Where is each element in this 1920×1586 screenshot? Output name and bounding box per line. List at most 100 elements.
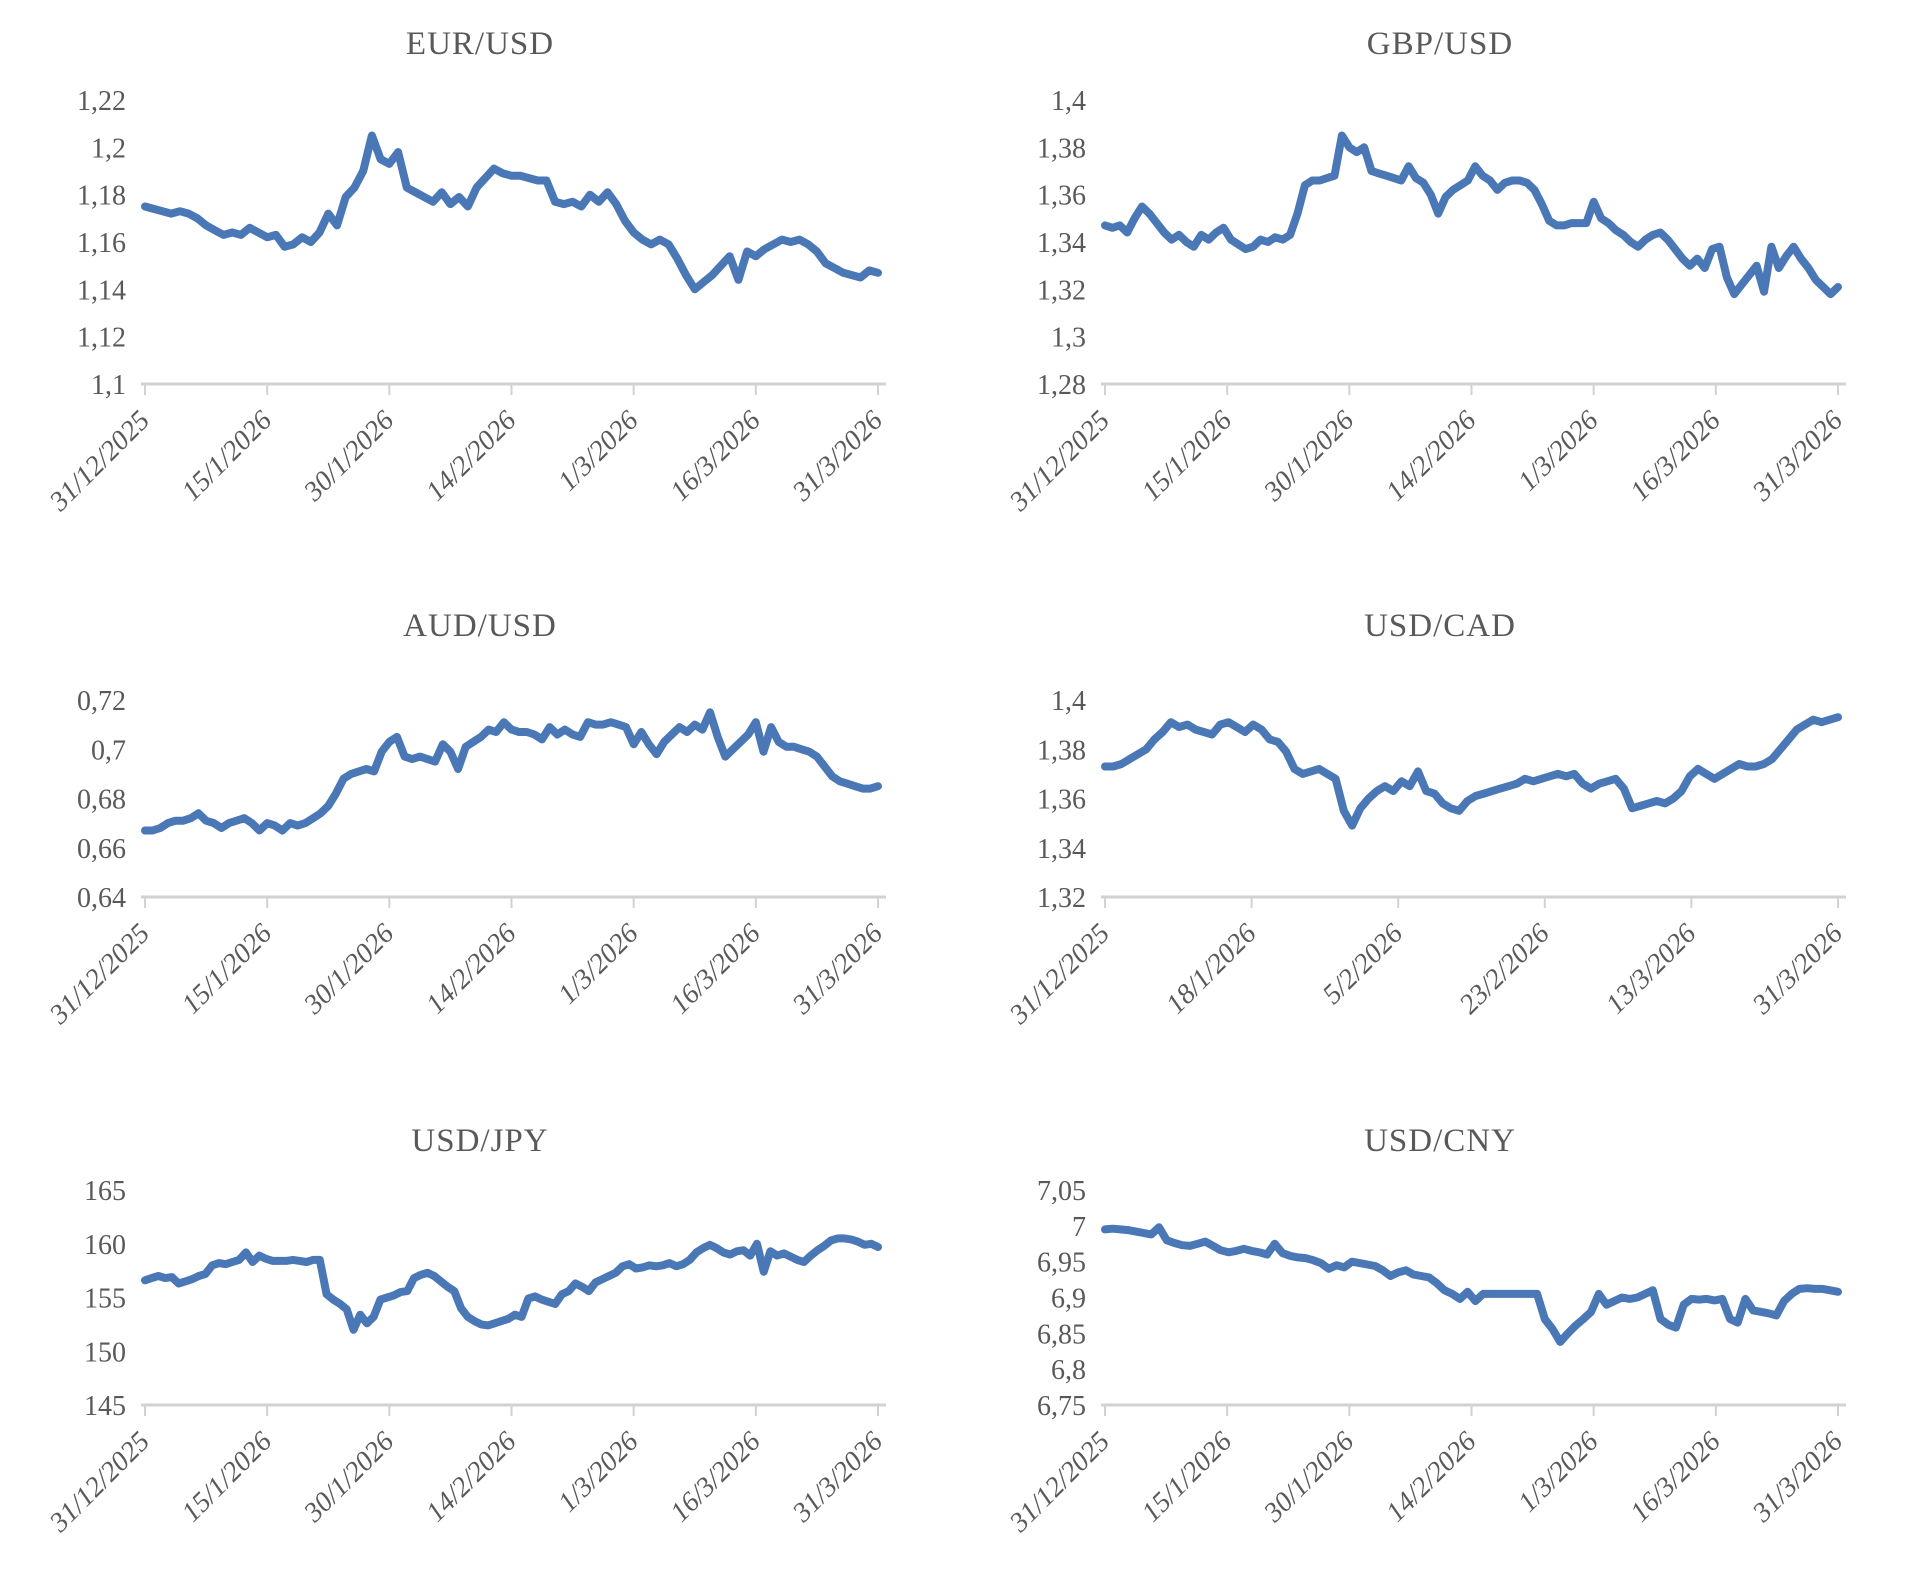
series-line bbox=[141, 1234, 882, 1334]
y-axis-tick-label: 1,34 bbox=[1037, 228, 1086, 259]
y-axis-tick-label: 1,34 bbox=[1037, 834, 1086, 865]
y-axis-tick-label: 1,14 bbox=[77, 275, 126, 306]
x-axis-tick-label: 30/1/2026 bbox=[297, 918, 400, 1021]
series-line bbox=[1101, 131, 1842, 299]
y-axis-tick-label: 6,8 bbox=[1051, 1355, 1086, 1386]
x-axis-tick-label: 16/3/2026 bbox=[1625, 405, 1727, 507]
chart-cell-usd-cny: USD/CNY 7,05 7 6,95 6,9 6,85 6,8 6,75 31/12/202… bbox=[960, 1057, 1920, 1586]
x-axis-tick-label: 30/1/2026 bbox=[297, 1426, 400, 1529]
chart-cell-gbp-usd: GBP/USD 1,4 1,38 1,36 1,34 1,32 1,3 1,28 31/12/… bbox=[960, 0, 1920, 529]
x-axis-tick-label: 31/3/2026 bbox=[786, 405, 889, 508]
x-axis-tick-label: 31/3/2026 bbox=[1746, 405, 1849, 508]
y-axis-tick-label: 150 bbox=[84, 1337, 126, 1368]
y-axis-tick-label: 0,72 bbox=[77, 686, 126, 717]
x-axis-tick-label: 16/3/2026 bbox=[665, 918, 767, 1020]
x-axis-tick-label: 15/1/2026 bbox=[176, 405, 278, 507]
y-axis-tick-label: 1,4 bbox=[1051, 686, 1086, 717]
y-axis-tick-label: 160 bbox=[84, 1230, 126, 1261]
y-axis-tick-label: 0,7 bbox=[91, 735, 126, 766]
x-axis-tick-label: 1/3/2026 bbox=[552, 918, 644, 1010]
chart-plot-usd-jpy: 165 160 155 150 145 31/12/2025 15/1/2026 30/1/2… bbox=[43, 1176, 889, 1539]
chart-cell-usd-cad: USD/CAD 1,4 1,38 1,36 1,34 1,32 31/12/2025 18/… bbox=[960, 529, 1920, 1058]
chart-cell-eur-usd: EUR/USD 1,22 1,2 1,18 1,16 1,14 1,12 1,1 31/12/… bbox=[0, 0, 960, 529]
y-axis-tick-label: 1,4 bbox=[1051, 86, 1086, 117]
x-axis-tick-label: 14/2/2026 bbox=[1380, 1426, 1482, 1528]
x-axis-tick-label: 1/3/2026 bbox=[1512, 1426, 1604, 1518]
x-axis-tick-label: 15/1/2026 bbox=[1136, 405, 1238, 507]
y-axis-tick-label: 1,32 bbox=[1037, 275, 1086, 306]
y-axis-tick-label: 1,18 bbox=[77, 181, 126, 212]
x-axis-tick-label: 1/3/2026 bbox=[552, 1426, 644, 1518]
x-axis-tick-label: 30/1/2026 bbox=[1257, 1426, 1360, 1529]
series-line bbox=[141, 708, 882, 835]
chart-title-aud-usd: AUD/USD bbox=[403, 608, 557, 644]
y-axis-tick-label: 0,64 bbox=[77, 883, 126, 914]
chart-title-gbp-usd: GBP/USD bbox=[1366, 26, 1514, 62]
series-line bbox=[1101, 713, 1842, 830]
y-axis-tick-label: 6,85 bbox=[1037, 1319, 1086, 1350]
series-line bbox=[141, 131, 882, 294]
y-axis-tick-label: 1,1 bbox=[91, 370, 126, 401]
x-axis-tick-label: 31/3/2026 bbox=[786, 918, 889, 1021]
y-axis-tick-label: 1,32 bbox=[1037, 883, 1086, 914]
series-line bbox=[1101, 1223, 1842, 1346]
y-axis-tick-label: 1,12 bbox=[77, 323, 126, 354]
x-axis-tick-label: 31/12/2025 bbox=[43, 1426, 156, 1539]
x-axis-tick-label: 16/3/2026 bbox=[665, 1426, 767, 1528]
x-axis-tick-label: 31/12/2025 bbox=[43, 918, 156, 1031]
x-axis-tick-label: 31/3/2026 bbox=[786, 1426, 889, 1529]
y-axis-tick-label: 0,66 bbox=[77, 834, 126, 865]
y-axis-tick-label: 7,05 bbox=[1037, 1176, 1086, 1207]
x-axis-tick-label: 31/3/2026 bbox=[1746, 918, 1849, 1021]
chart-cell-aud-usd: AUD/USD 0,72 0,7 0,68 0,66 0,64 31/12/2025 15/… bbox=[0, 529, 960, 1058]
x-axis-tick-label: 31/3/2026 bbox=[1746, 1426, 1849, 1529]
y-axis-tick-label: 0,68 bbox=[77, 785, 126, 816]
x-axis-tick-label: 31/12/2025 bbox=[1003, 405, 1116, 518]
x-axis-tick-label: 15/1/2026 bbox=[176, 1426, 278, 1528]
y-axis-tick-label: 6,75 bbox=[1037, 1391, 1086, 1422]
chart-plot-usd-cad: 1,4 1,38 1,36 1,34 1,32 31/12/2025 18/1/2026 5/… bbox=[1003, 686, 1849, 1031]
x-axis-tick-label: 14/2/2026 bbox=[420, 1426, 522, 1528]
x-axis-tick-label: 31/12/2025 bbox=[43, 405, 156, 518]
chart-plot-eur-usd: 1,22 1,2 1,18 1,16 1,14 1,12 1,1 31/12/2025 15/1… bbox=[43, 86, 889, 518]
y-axis-tick-label: 1,16 bbox=[77, 228, 126, 259]
y-axis-tick-label: 1,3 bbox=[1051, 323, 1086, 354]
x-axis-tick-label: 14/2/2026 bbox=[420, 918, 522, 1020]
chart-plot-aud-usd: 0,72 0,7 0,68 0,66 0,64 31/12/2025 15/1/2026 30… bbox=[43, 686, 889, 1031]
x-axis-tick-label: 30/1/2026 bbox=[297, 405, 400, 508]
y-axis-tick-label: 1,38 bbox=[1037, 735, 1086, 766]
chart-title-eur-usd: EUR/USD bbox=[405, 26, 555, 62]
x-axis-tick-label: 14/2/2026 bbox=[420, 405, 522, 507]
x-axis-tick-label: 16/3/2026 bbox=[665, 405, 767, 507]
x-axis-tick-label: 1/3/2026 bbox=[552, 405, 644, 497]
y-axis-tick-label: 145 bbox=[84, 1391, 126, 1422]
y-axis-tick-label: 155 bbox=[84, 1284, 126, 1315]
y-axis-tick-label: 1,28 bbox=[1037, 370, 1086, 401]
chart-title-usd-cny: USD/CNY bbox=[1364, 1123, 1516, 1159]
chart-cell-usd-jpy: USD/JPY 165 160 155 150 145 31/12/2025 15/1/20… bbox=[0, 1057, 960, 1586]
x-axis-tick-label: 23/2/2026 bbox=[1454, 918, 1556, 1020]
y-axis-tick-label: 1,36 bbox=[1037, 181, 1086, 212]
y-axis-tick-label: 1,2 bbox=[91, 133, 126, 164]
x-axis-tick-label: 5/2/2026 bbox=[1317, 918, 1409, 1010]
y-axis-tick-label: 7 bbox=[1072, 1212, 1086, 1243]
x-axis-tick-label: 15/1/2026 bbox=[1136, 1426, 1238, 1528]
y-axis-tick-label: 1,22 bbox=[77, 86, 126, 117]
x-axis-tick-label: 13/3/2026 bbox=[1600, 918, 1702, 1020]
y-axis-tick-label: 6,9 bbox=[1051, 1284, 1086, 1315]
y-axis-tick-label: 6,95 bbox=[1037, 1248, 1086, 1279]
x-axis-tick-label: 1/3/2026 bbox=[1512, 405, 1604, 497]
x-axis-tick-label: 30/1/2026 bbox=[1257, 405, 1360, 508]
chart-plot-usd-cny: 7,05 7 6,95 6,9 6,85 6,8 6,75 31/12/2025 15/1/20… bbox=[1003, 1176, 1849, 1539]
chart-title-usd-jpy: USD/JPY bbox=[411, 1123, 549, 1159]
chart-title-usd-cad: USD/CAD bbox=[1364, 608, 1516, 644]
y-axis-tick-label: 165 bbox=[84, 1176, 126, 1207]
x-axis-tick-label: 14/2/2026 bbox=[1380, 405, 1482, 507]
x-axis-tick-label: 16/3/2026 bbox=[1625, 1426, 1727, 1528]
x-axis-tick-label: 15/1/2026 bbox=[176, 918, 278, 1020]
y-axis-tick-label: 1,38 bbox=[1037, 133, 1086, 164]
y-axis-tick-label: 1,36 bbox=[1037, 785, 1086, 816]
x-axis-tick-label: 31/12/2025 bbox=[1003, 1426, 1116, 1539]
x-axis-tick-label: 18/1/2026 bbox=[1160, 918, 1262, 1020]
